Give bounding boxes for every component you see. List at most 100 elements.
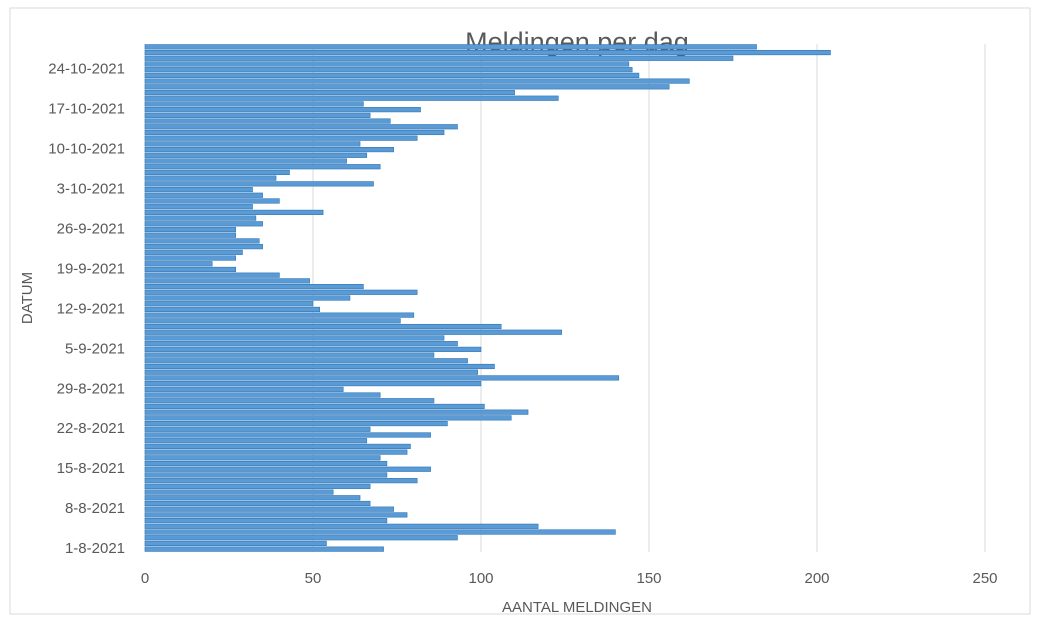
bar bbox=[144, 215, 257, 221]
bar bbox=[144, 186, 253, 193]
bar bbox=[144, 483, 371, 489]
bar bbox=[144, 495, 361, 501]
bar bbox=[144, 523, 539, 529]
x-tick-label: 100 bbox=[468, 570, 493, 587]
bar bbox=[144, 512, 408, 518]
bar bbox=[144, 392, 381, 398]
bar bbox=[144, 141, 361, 147]
x-tick-label: 250 bbox=[972, 570, 997, 587]
bar bbox=[144, 249, 243, 255]
bar bbox=[144, 72, 640, 78]
x-tick-label: 150 bbox=[636, 570, 661, 587]
bar bbox=[144, 438, 368, 444]
bar bbox=[144, 129, 445, 136]
bar bbox=[144, 535, 458, 541]
bar bbox=[144, 369, 478, 375]
bar bbox=[144, 449, 408, 455]
bar bbox=[144, 147, 394, 153]
bar bbox=[144, 164, 381, 170]
y-tick-label: 24-10-2021 bbox=[48, 61, 125, 78]
bar bbox=[144, 518, 388, 524]
bar bbox=[144, 341, 458, 347]
bar bbox=[144, 255, 237, 261]
bar bbox=[144, 181, 374, 187]
bar bbox=[144, 426, 371, 432]
y-tick-label: 3-10-2021 bbox=[57, 181, 125, 198]
bar bbox=[144, 301, 314, 307]
bar bbox=[144, 409, 529, 415]
x-tick-label: 0 bbox=[141, 570, 149, 587]
x-tick-label: 50 bbox=[305, 570, 322, 587]
bar bbox=[144, 278, 310, 284]
bar bbox=[144, 460, 388, 467]
bar bbox=[144, 49, 831, 56]
bar bbox=[144, 95, 559, 101]
bar bbox=[144, 472, 388, 478]
bar bbox=[144, 244, 263, 250]
bar bbox=[144, 175, 277, 181]
y-axis-label: DATUM bbox=[19, 272, 36, 324]
bar bbox=[144, 238, 260, 244]
bar bbox=[144, 135, 418, 141]
y-tick-label: 26-9-2021 bbox=[57, 220, 125, 237]
bar bbox=[144, 221, 263, 227]
bar bbox=[144, 489, 334, 495]
bar bbox=[144, 375, 620, 381]
bar bbox=[144, 295, 351, 301]
bar bbox=[144, 529, 616, 535]
bar bbox=[144, 478, 418, 484]
y-tick-label: 17-10-2021 bbox=[48, 101, 125, 118]
y-tick-label: 5-9-2021 bbox=[65, 340, 125, 357]
bar bbox=[144, 381, 482, 387]
bar bbox=[144, 232, 237, 238]
bar bbox=[144, 55, 734, 61]
bar bbox=[144, 272, 280, 278]
bar bbox=[144, 312, 415, 318]
bar bbox=[144, 455, 381, 461]
bar bbox=[144, 289, 418, 295]
bar bbox=[144, 432, 431, 438]
y-tick-label: 8-8-2021 bbox=[65, 500, 125, 517]
bar bbox=[144, 169, 290, 176]
bar bbox=[144, 346, 482, 352]
bar bbox=[144, 198, 280, 204]
bar bbox=[144, 67, 633, 73]
bar bbox=[144, 398, 435, 404]
bar bbox=[144, 352, 435, 358]
y-tick-label: 12-9-2021 bbox=[57, 300, 125, 317]
bar bbox=[144, 226, 237, 233]
bar bbox=[144, 44, 757, 50]
bar bbox=[144, 323, 502, 330]
bar bbox=[144, 358, 468, 364]
bar bbox=[144, 363, 495, 370]
bar bbox=[144, 101, 364, 107]
bar bbox=[144, 318, 401, 324]
y-tick-label: 29-8-2021 bbox=[57, 380, 125, 397]
bar bbox=[144, 152, 368, 158]
bar bbox=[144, 415, 512, 421]
y-tick-label: 22-8-2021 bbox=[57, 420, 125, 437]
bar bbox=[144, 546, 384, 552]
bar bbox=[144, 329, 562, 335]
bar bbox=[144, 78, 690, 84]
y-tick-label: 1-8-2021 bbox=[65, 540, 125, 557]
bar bbox=[144, 89, 515, 96]
bar bbox=[144, 118, 391, 124]
bar bbox=[144, 466, 431, 472]
bar bbox=[144, 261, 213, 267]
bar bbox=[144, 403, 485, 410]
bar bbox=[144, 192, 263, 198]
bar bbox=[144, 284, 364, 290]
bar bbox=[144, 124, 458, 130]
y-tick-label: 15-8-2021 bbox=[57, 460, 125, 477]
bar bbox=[144, 112, 371, 118]
bar bbox=[144, 204, 253, 210]
bar bbox=[144, 335, 445, 341]
bar bbox=[144, 306, 321, 312]
y-tick-label: 19-9-2021 bbox=[57, 260, 125, 277]
bar bbox=[144, 500, 371, 507]
x-axis-label: AANTAL MELDINGEN bbox=[502, 599, 652, 616]
bar bbox=[144, 443, 411, 449]
x-tick-label: 200 bbox=[804, 570, 829, 587]
